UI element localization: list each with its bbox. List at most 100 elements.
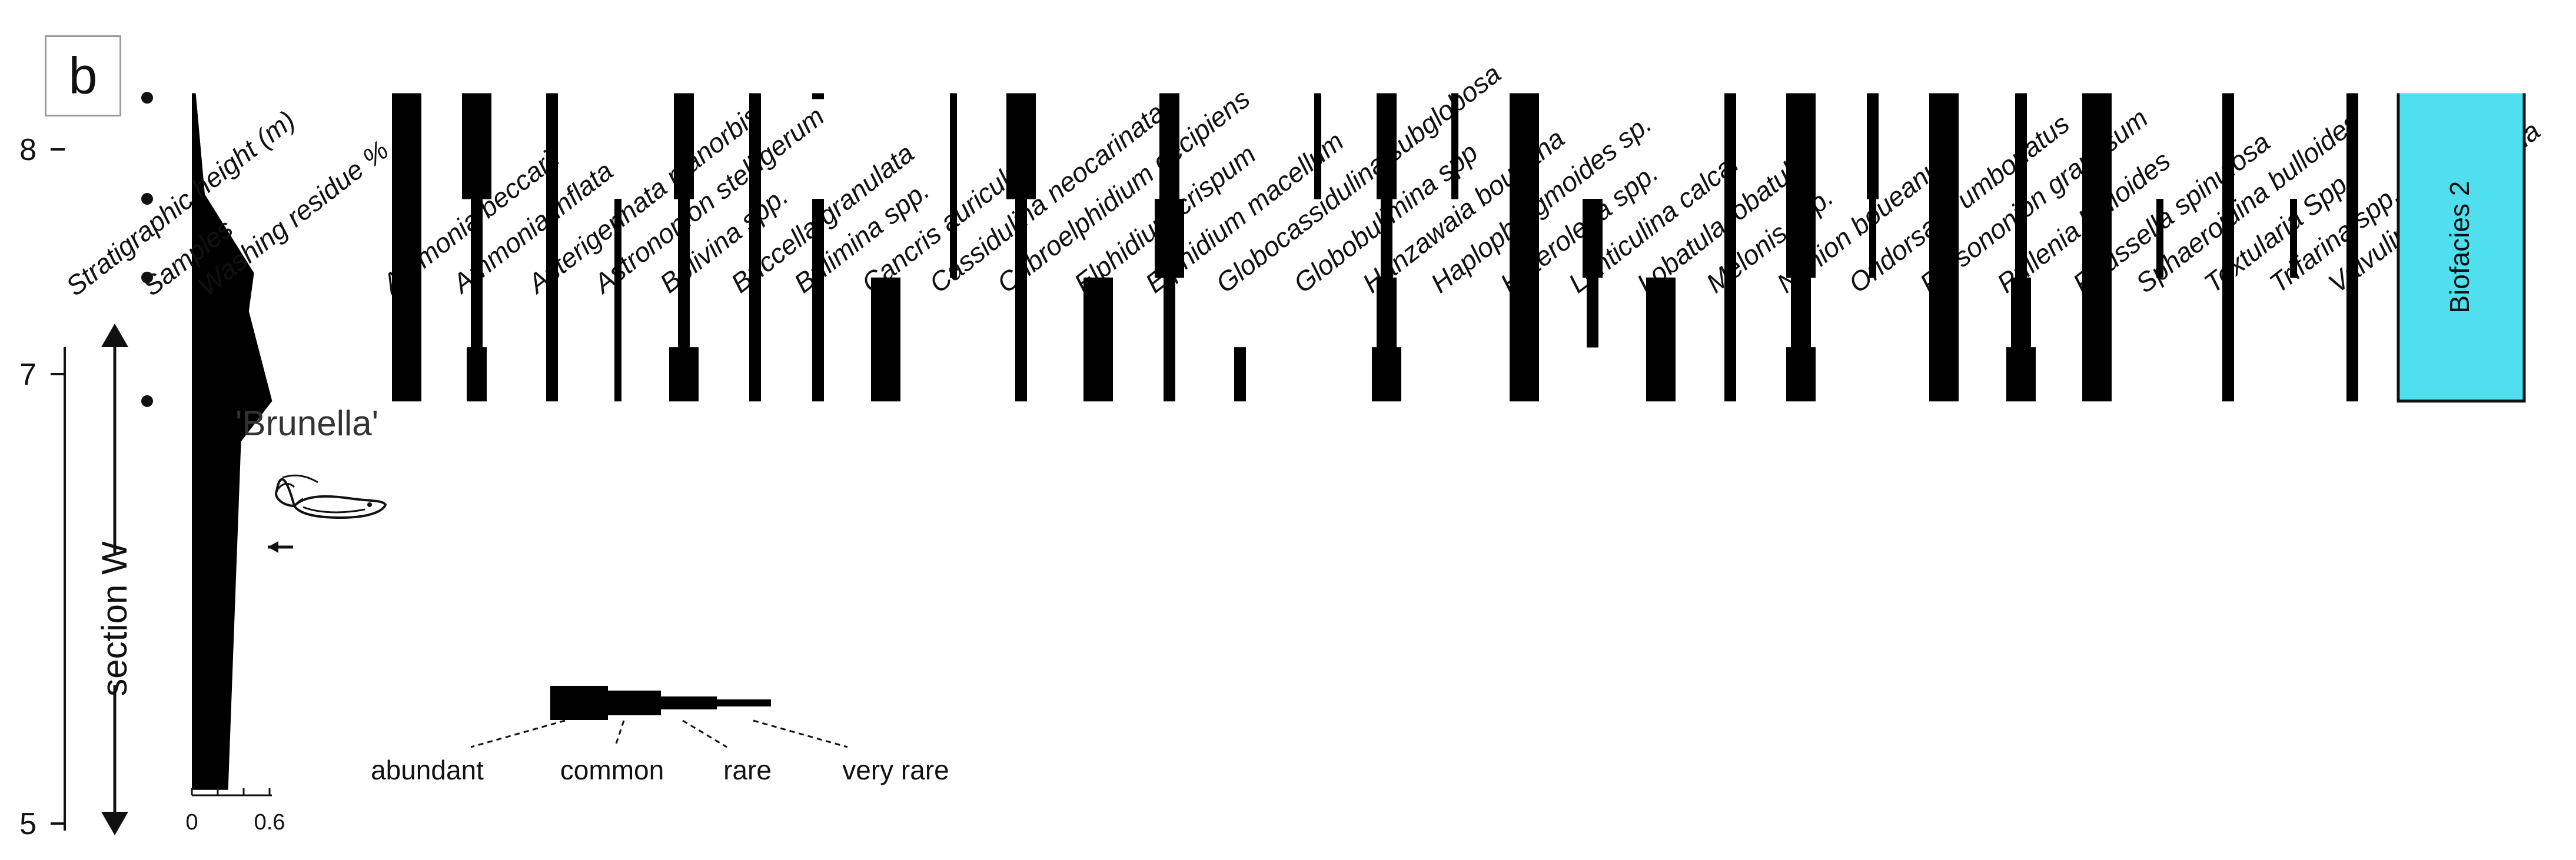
whale-icon <box>268 474 387 553</box>
range-bar-segment <box>2290 199 2297 278</box>
range-bar-segment <box>2222 347 2234 402</box>
legend-swatch <box>661 696 717 709</box>
range-bar-segment <box>1869 199 1876 278</box>
range-bar-segment <box>1381 199 1392 278</box>
range-bar-segment <box>1015 347 1027 402</box>
range-bar-segment <box>749 199 761 278</box>
range-bar-segment <box>812 277 824 348</box>
abundance-legend: abundant common rare very rare <box>371 686 949 785</box>
taxon-range-bars <box>392 93 2358 402</box>
biofacies-box <box>2398 93 2524 401</box>
legend-swatch <box>550 686 608 720</box>
range-bar-segment <box>1510 277 1539 348</box>
range-bar-segment <box>812 93 824 99</box>
brunella-annotation: 'Brunella' <box>235 404 378 443</box>
range-bar-segment <box>1724 277 1736 348</box>
range-bar-segment <box>749 277 761 348</box>
range-bar-segment <box>462 93 491 199</box>
range-bar-segment <box>678 199 690 278</box>
legend-leader <box>470 719 566 748</box>
range-bar-segment <box>669 347 699 402</box>
range-bar-segment <box>2222 93 2234 199</box>
range-bar-segment <box>1867 93 1879 199</box>
range-bar-segment <box>1015 199 1027 278</box>
residue-tick-label: 0.6 <box>254 810 285 835</box>
residue-profile <box>192 93 272 790</box>
range-bar-segment <box>1164 277 1175 348</box>
axis-tick-label: 7 <box>19 358 36 392</box>
range-bar-segment <box>2082 199 2112 278</box>
range-bar-segment <box>1724 93 1736 199</box>
panel-label: b <box>45 35 121 116</box>
range-bar-segment <box>678 277 690 348</box>
range-bar-segment <box>1510 347 1539 402</box>
range-bar-segment <box>812 347 824 402</box>
range-bar-segment <box>1587 277 1598 348</box>
biofacies-border <box>2396 93 2526 403</box>
range-bar-segment <box>1083 277 1113 348</box>
range-bar-segment <box>2015 93 2027 199</box>
range-bar-segment <box>392 199 421 278</box>
range-bar-segment <box>871 277 900 348</box>
legend-label: abundant <box>371 755 484 785</box>
range-bar-segment <box>1583 199 1603 278</box>
range-bar-segment <box>1377 93 1397 199</box>
range-bar-segment <box>1786 199 1816 278</box>
range-bar-segment <box>950 93 957 199</box>
range-bar-segment <box>392 93 421 199</box>
range-bar-segment <box>2222 199 2234 278</box>
range-bar-segment <box>2346 93 2358 199</box>
range-bar-segment <box>1314 93 1321 199</box>
range-bar-segment <box>546 277 558 348</box>
range-bar-segment <box>1929 277 1959 348</box>
range-bar-segment <box>1234 347 1246 402</box>
range-bar-segment <box>1164 347 1175 402</box>
legend-leader <box>753 719 848 748</box>
range-bar-segment <box>1015 277 1027 348</box>
washing-residue-panel: 0 0.6 'Brunella' <box>185 93 378 835</box>
sample-dot <box>141 193 153 205</box>
range-bar-segment <box>2156 199 2163 278</box>
range-bar-segment <box>1724 199 1736 278</box>
residue-tick-label: 0 <box>185 810 198 835</box>
range-bar-segment <box>674 93 694 199</box>
range-bar-segment <box>2082 347 2112 402</box>
range-bar-segment <box>1159 93 1179 199</box>
section-label: section W <box>95 541 134 696</box>
range-bar-segment <box>2346 277 2358 348</box>
range-bar-segment <box>749 93 761 199</box>
range-bar-segment <box>1006 93 1036 199</box>
range-bar-segment <box>1377 277 1397 348</box>
sample-dot <box>141 271 153 284</box>
range-bar-segment <box>1786 93 1816 199</box>
range-bar-segment <box>1786 347 1816 402</box>
range-bar-segment <box>471 277 483 348</box>
range-bar-segment <box>1646 347 1676 402</box>
range-bar-segment <box>546 199 558 278</box>
range-bar-segment <box>2015 199 2027 278</box>
arrow-up-icon <box>101 324 128 347</box>
range-bar-segment <box>392 347 421 402</box>
range-bar-segment <box>2006 347 2036 402</box>
range-bar-segment <box>1155 199 1184 278</box>
legend-swatch <box>717 699 771 706</box>
range-bar-segment <box>614 277 621 348</box>
sample-markers <box>141 92 153 407</box>
range-bar-segment <box>546 93 558 199</box>
range-bar-segment <box>1929 347 1959 402</box>
range-bar-segment <box>1791 277 1811 348</box>
range-bar-segment <box>1451 93 1458 199</box>
range-bar-segment <box>1724 347 1736 402</box>
legend-label: very rare <box>842 755 949 785</box>
range-bar-segment <box>1372 347 1401 402</box>
range-bar-segment <box>614 347 621 402</box>
height-axis: 5 7 8 section W <box>19 133 134 841</box>
range-bar-segment <box>467 347 487 402</box>
range-bar-segment <box>1929 199 1959 278</box>
range-bar-segment <box>871 347 900 402</box>
axis-tick-label: 5 <box>19 807 36 841</box>
sample-dot <box>141 92 153 104</box>
legend-leader <box>682 719 727 748</box>
